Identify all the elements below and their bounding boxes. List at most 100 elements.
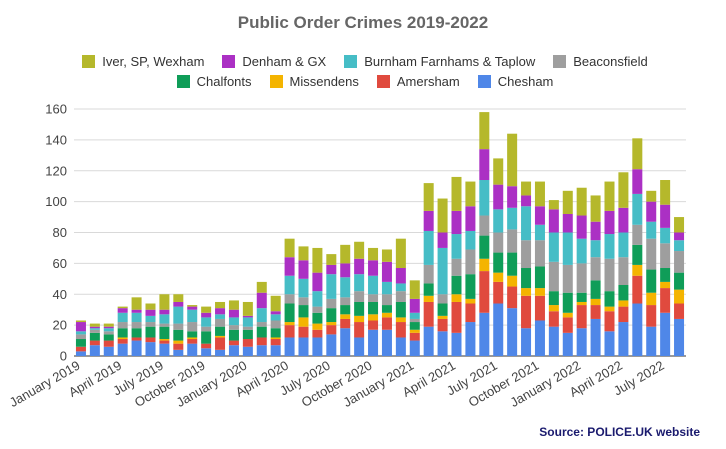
bar-segment: [646, 292, 657, 306]
bar-segment: [340, 263, 351, 278]
bar-segment: [507, 252, 518, 276]
bar-segment: [256, 322, 267, 327]
bar-segment: [521, 328, 532, 356]
bar-segment: [521, 268, 532, 289]
bar-segment: [145, 337, 156, 343]
bar-segment: [131, 312, 142, 323]
bar-segment: [368, 275, 379, 295]
bar-segment: [326, 254, 337, 265]
bar-segment: [159, 294, 170, 310]
bar-segment: [576, 301, 587, 306]
bar-segment: [493, 281, 504, 304]
bar-segment: [562, 312, 573, 318]
legend-item: Denham & GX: [222, 54, 326, 69]
bar-segment: [145, 315, 156, 323]
bar-segment: [562, 213, 573, 233]
bar-segment: [228, 309, 239, 318]
bar-segment: [228, 325, 239, 330]
bar-segment: [131, 297, 142, 310]
bar-segment: [493, 272, 504, 282]
bar-segment: [312, 306, 323, 313]
bar-segment: [479, 149, 490, 181]
bar-segment: [326, 274, 337, 299]
bar-segment: [437, 318, 448, 332]
bar-segment: [590, 195, 601, 222]
bar-segment: [521, 295, 532, 329]
bar-segment: [173, 306, 184, 324]
bar-segment: [215, 318, 226, 327]
bar-segment: [270, 345, 281, 356]
bar-segment: [117, 339, 128, 344]
bar-segment: [479, 258, 490, 272]
bar-segment: [159, 339, 170, 341]
y-tick-label: 120: [45, 163, 67, 178]
bar-segment: [145, 322, 156, 327]
bar-segment: [534, 295, 545, 321]
bar-segment: [270, 311, 281, 315]
bar-segment: [618, 300, 629, 307]
bar-segment: [409, 332, 420, 341]
bar-segment: [423, 230, 434, 265]
bar-segment: [534, 206, 545, 225]
bar-segment: [145, 309, 156, 316]
bar-segment: [354, 241, 365, 259]
legend-item: Burnham Farnhams & Taplow: [344, 54, 535, 69]
bar-segment: [89, 340, 100, 346]
bar-segment: [215, 314, 226, 319]
bar-segment: [284, 322, 295, 326]
bar-segment: [507, 308, 518, 356]
bar-segment: [479, 235, 490, 259]
bar-segment: [437, 294, 448, 304]
bar-segment: [632, 264, 643, 276]
legend-swatch: [376, 75, 390, 88]
bar-segment: [548, 291, 559, 306]
bar-segment: [368, 314, 379, 321]
bar-segment: [75, 322, 86, 332]
bar-segment: [187, 322, 198, 332]
bar-segment: [187, 305, 198, 307]
bar-segment: [75, 339, 86, 347]
bar-segment: [340, 244, 351, 264]
bar-segment: [674, 232, 685, 241]
bar-segment: [89, 345, 100, 356]
bar-segment: [256, 326, 267, 338]
bar-segment: [228, 340, 239, 346]
bar-segment: [354, 291, 365, 302]
bar-segment: [534, 288, 545, 296]
bar-segment: [451, 294, 462, 302]
bar-segment: [228, 317, 239, 326]
bar-segment: [395, 291, 406, 302]
bar-segment: [451, 332, 462, 356]
y-tick-label: 40: [53, 287, 67, 302]
bar-segment: [75, 334, 86, 340]
bar-segment: [646, 221, 657, 239]
bar-segment: [576, 215, 587, 239]
bar-segment: [187, 343, 198, 356]
bar-segment: [395, 301, 406, 318]
bar-segment: [312, 323, 323, 330]
bar-segment: [326, 264, 337, 275]
bar-segment: [646, 326, 657, 356]
bar-segment: [270, 320, 281, 329]
bar-segment: [562, 190, 573, 214]
bar-segment: [256, 281, 267, 293]
bar-segment: [479, 271, 490, 313]
bar-segment: [604, 258, 615, 292]
bar-segment: [632, 275, 643, 304]
bar-segment: [674, 217, 685, 233]
bar-segment: [409, 280, 420, 299]
bar-segment: [354, 337, 365, 356]
bar-segment: [590, 305, 601, 319]
bar-segment: [395, 317, 406, 323]
bar-segment: [395, 238, 406, 269]
bar-segment: [590, 318, 601, 356]
bar-segment: [576, 292, 587, 302]
bar-segment: [590, 257, 601, 281]
bar-segment: [298, 317, 309, 327]
bar-segment: [381, 312, 392, 318]
bar-segment: [326, 325, 337, 335]
bar-segment: [228, 329, 239, 341]
bar-segment: [103, 334, 114, 341]
bar-segment: [270, 314, 281, 321]
bar-segment: [103, 328, 114, 332]
